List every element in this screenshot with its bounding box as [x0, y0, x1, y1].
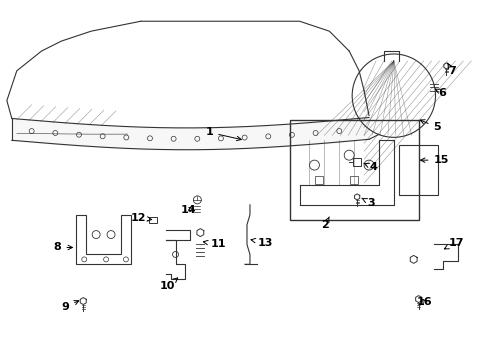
Text: 17: 17	[444, 238, 464, 249]
Text: 6: 6	[435, 88, 446, 98]
Text: 12: 12	[130, 213, 152, 223]
Text: 15: 15	[420, 155, 449, 165]
Text: 5: 5	[420, 120, 441, 132]
Text: 1: 1	[205, 127, 241, 141]
Bar	[149, 217, 157, 223]
Text: 3: 3	[362, 198, 375, 208]
Text: 16: 16	[416, 297, 432, 307]
Text: 2: 2	[321, 217, 329, 230]
Bar	[290, 121, 418, 220]
Text: 9: 9	[61, 301, 79, 312]
Text: 7: 7	[447, 63, 456, 76]
Bar	[350, 176, 358, 184]
Text: 14: 14	[181, 205, 196, 215]
Bar	[353, 158, 361, 166]
Text: 13: 13	[251, 238, 273, 248]
Text: 4: 4	[364, 162, 377, 172]
Bar	[316, 176, 323, 184]
Text: 11: 11	[203, 239, 226, 249]
Text: 10: 10	[160, 278, 178, 291]
Text: 8: 8	[54, 243, 73, 252]
Bar	[399, 145, 439, 195]
